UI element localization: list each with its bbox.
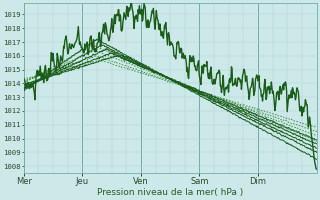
X-axis label: Pression niveau de la mer( hPa ): Pression niveau de la mer( hPa ) xyxy=(97,188,243,197)
